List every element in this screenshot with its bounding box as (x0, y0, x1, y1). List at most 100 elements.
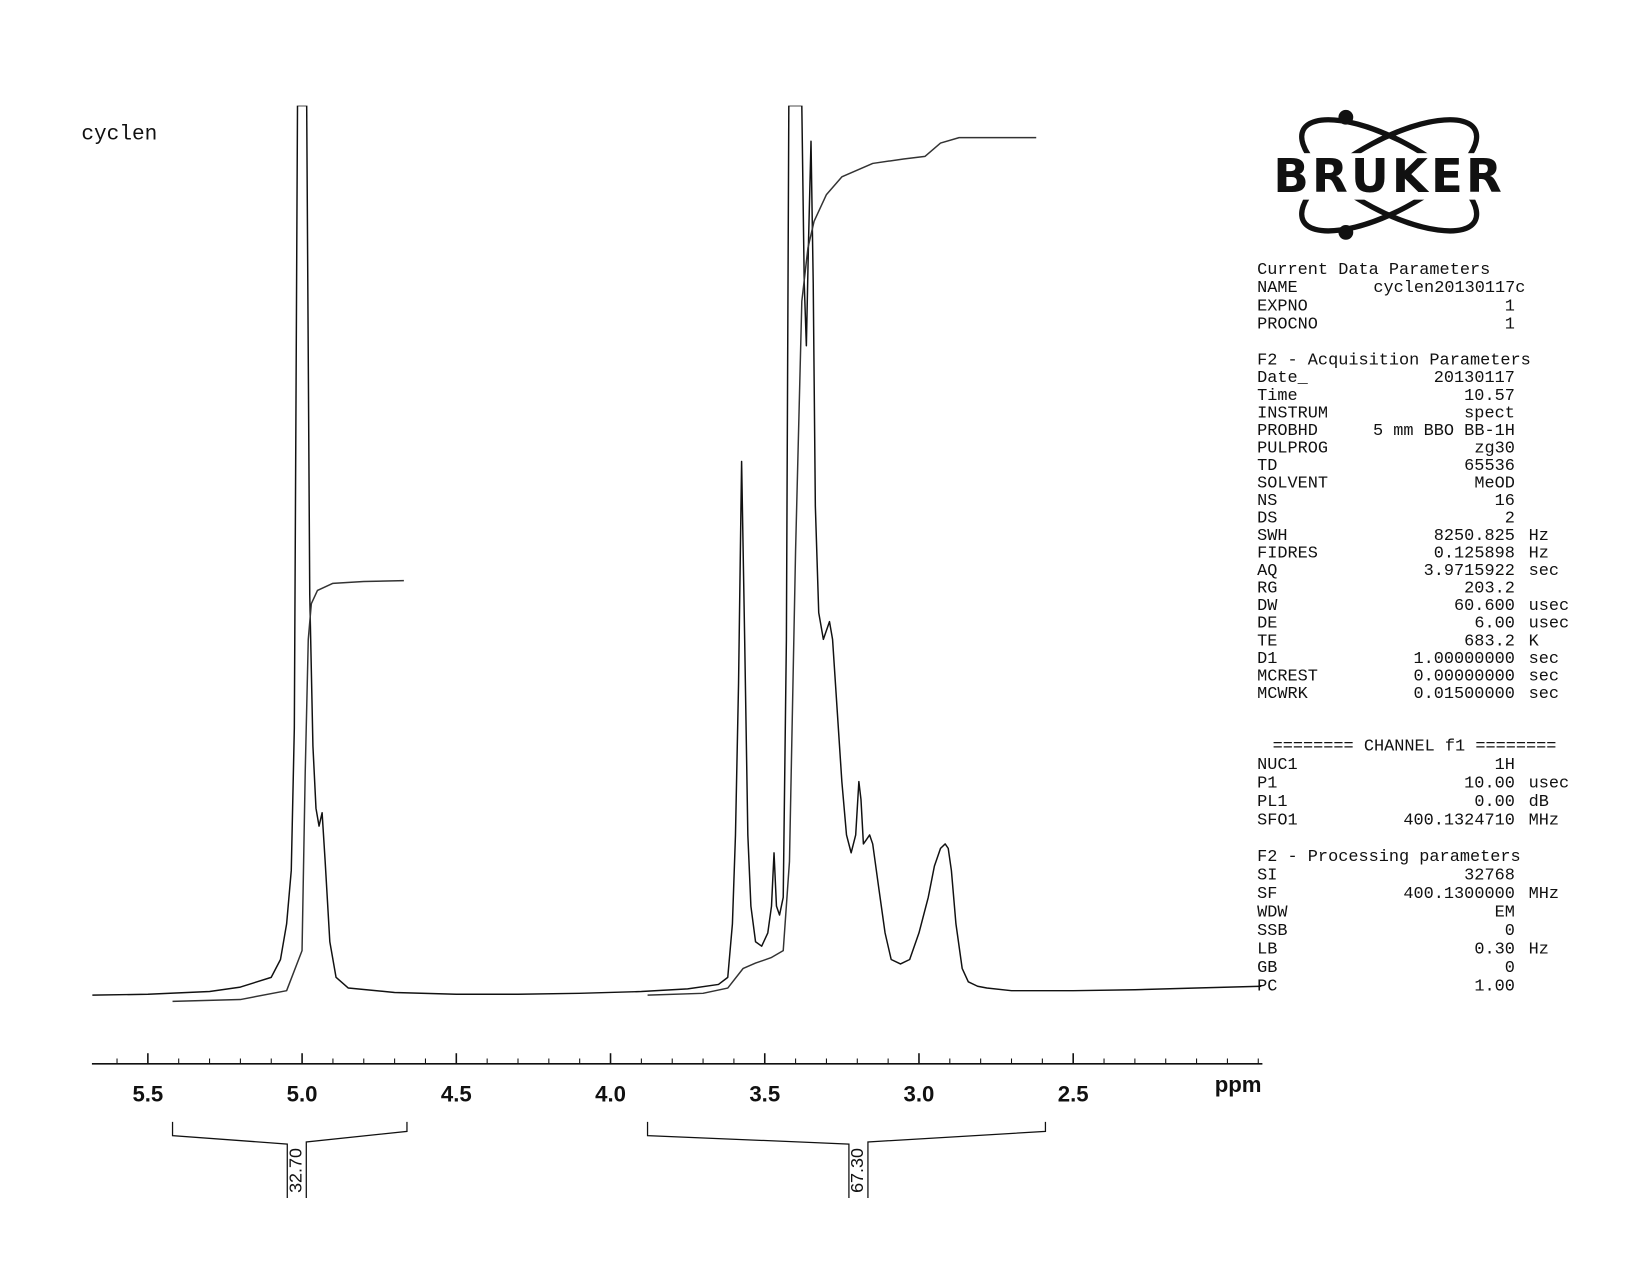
param-name: PULPROG (1257, 439, 1328, 458)
section-heading: ======== CHANNEL f1 ======== (1273, 737, 1557, 756)
param-name: PROCNO (1257, 316, 1318, 335)
param-name: NS (1257, 492, 1277, 511)
param-name: P1 (1257, 774, 1277, 793)
param-name: TD (1257, 457, 1277, 476)
param-value: 3.9715922 (1424, 562, 1515, 581)
param-value: 10.00 (1464, 774, 1515, 793)
param-name: RG (1257, 580, 1277, 599)
param-value: 10.57 (1464, 387, 1515, 406)
integral-bracket (171, 1121, 288, 1198)
param-name: TE (1257, 632, 1277, 651)
param-name: SWH (1257, 527, 1287, 546)
param-unit: sec (1529, 650, 1559, 669)
param-name: SSB (1257, 922, 1287, 941)
logo-dot (1338, 225, 1354, 240)
param-value: 20130117 (1434, 369, 1515, 388)
param-unit: usec (1529, 597, 1570, 616)
section-heading: F2 - Acquisition Parameters (1257, 352, 1531, 371)
param-name: LB (1257, 941, 1277, 960)
param-unit: MHz (1529, 812, 1559, 831)
param-name: AQ (1257, 562, 1277, 581)
param-name: D1 (1257, 650, 1277, 669)
param-unit: Hz (1529, 527, 1549, 546)
integral-label: 67.30 (847, 1148, 867, 1193)
param-name: DE (1257, 615, 1277, 634)
logo-dot (1338, 109, 1354, 125)
bruker-logo: BRUKER (1252, 109, 1526, 240)
param-value: 400.1324710 (1403, 812, 1515, 831)
param-name: SF (1257, 885, 1277, 904)
param-value: MeOD (1474, 474, 1515, 493)
param-name: FIDRES (1257, 545, 1318, 564)
param-name: PC (1257, 978, 1277, 997)
chart-title: cyclen (81, 123, 157, 147)
param-value: 32768 (1464, 867, 1515, 886)
logo-band (1252, 153, 1526, 200)
integral-bracket (646, 1121, 850, 1198)
param-value: 203.2 (1464, 580, 1515, 599)
integral-label: 32.70 (286, 1148, 306, 1193)
param-value: 1 (1505, 316, 1515, 335)
param-name: DW (1257, 597, 1278, 616)
param-value: 1 (1505, 297, 1515, 316)
section-heading: Current Data Parameters (1257, 261, 1490, 280)
param-value: zg30 (1474, 439, 1515, 458)
x-tick-label: 2.5 (1058, 1081, 1089, 1106)
param-value: 16 (1495, 492, 1515, 511)
integral-curve (172, 579, 404, 1003)
integral-curve (647, 136, 1037, 996)
x-tick-label: 5.5 (132, 1081, 163, 1106)
param-name: INSTRUM (1257, 404, 1328, 423)
logo-orbit (1299, 117, 1480, 234)
param-name: Date_ (1257, 369, 1309, 388)
param-value: 65536 (1464, 457, 1515, 476)
param-name: SFO1 (1257, 812, 1298, 831)
param-name: GB (1257, 959, 1277, 978)
integral-bracket (867, 1121, 1047, 1198)
param-name: EXPNO (1257, 297, 1308, 316)
spectrum-line (92, 105, 1262, 996)
param-value: 0.01500000 (1414, 685, 1515, 704)
param-value: 0.00 (1474, 793, 1515, 812)
param-unit: Hz (1529, 941, 1549, 960)
param-unit: sec (1529, 685, 1559, 704)
param-unit: Hz (1529, 545, 1549, 564)
param-unit: usec (1529, 774, 1570, 793)
param-name: PL1 (1257, 793, 1287, 812)
param-value: 1H (1495, 756, 1515, 775)
param-unit: dB (1529, 793, 1549, 812)
param-value: EM (1495, 904, 1515, 923)
param-name: SOLVENT (1257, 474, 1328, 493)
x-axis-label: ppm (1215, 1072, 1262, 1097)
param-name: Time (1257, 387, 1298, 406)
param-value: 0.30 (1474, 941, 1515, 960)
param-value: 8250.825 (1434, 527, 1515, 546)
param-value: 0.125898 (1434, 545, 1515, 564)
param-name: NAME (1257, 279, 1298, 298)
param-name: MCWRK (1257, 685, 1309, 704)
param-name: NUC1 (1257, 756, 1298, 775)
param-name: MCREST (1257, 667, 1318, 686)
param-value: 2 (1505, 510, 1515, 529)
param-value: cyclen20130117c (1373, 279, 1525, 298)
param-value: 400.1300000 (1403, 885, 1515, 904)
param-name: DS (1257, 510, 1277, 529)
param-value: 5 mm BBO BB-1H (1373, 422, 1515, 441)
param-name: PROBHD (1257, 422, 1318, 441)
param-value: 60.600 (1454, 597, 1515, 616)
param-value: 683.2 (1464, 632, 1515, 651)
param-name: WDW (1257, 904, 1288, 923)
x-tick-label: 3.5 (749, 1081, 780, 1106)
param-unit: MHz (1529, 885, 1559, 904)
param-value: 0.00000000 (1414, 667, 1515, 686)
param-value: 6.00 (1474, 615, 1515, 634)
plot-area (92, 105, 1262, 1003)
section-heading: F2 - Processing parameters (1257, 848, 1521, 867)
x-tick-label: 4.0 (595, 1081, 626, 1106)
x-tick-label: 5.0 (287, 1081, 318, 1106)
param-unit: sec (1529, 667, 1559, 686)
param-name: SI (1257, 867, 1277, 886)
logo-orbit (1299, 117, 1480, 234)
integral-bracket (305, 1121, 408, 1198)
